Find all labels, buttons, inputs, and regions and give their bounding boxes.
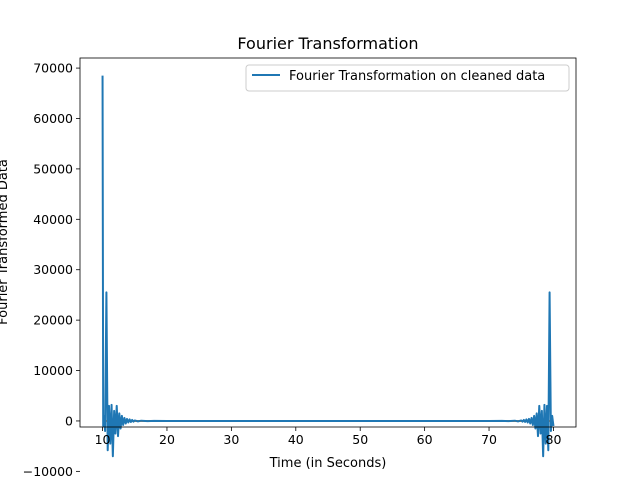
- x-tick-label: 20: [159, 432, 175, 447]
- y-tick-label: 0: [65, 413, 73, 428]
- y-axis: −10000 0 10000 20000 30000 40000 50000 60000 700…: [23, 61, 80, 479]
- x-tick-label: 80: [546, 432, 562, 447]
- x-tick-label: 60: [417, 432, 433, 447]
- series-line-0: [101, 75, 555, 458]
- y-axis-label: Fourier Transformed Data: [0, 159, 11, 325]
- y-tick-label: 40000: [33, 212, 73, 227]
- y-tick-label: 60000: [33, 111, 73, 126]
- x-tick-label: 10: [95, 432, 111, 447]
- y-tick-label: 10000: [33, 363, 73, 378]
- y-tick-label: 70000: [33, 61, 73, 76]
- plot-frame: [79, 57, 577, 428]
- x-axis: 10 20 30 40 50 60 70 80: [95, 427, 562, 447]
- chart-title: Fourier Transformation: [237, 34, 418, 53]
- x-tick-label: 70: [481, 432, 497, 447]
- y-tick-label: −10000: [23, 464, 73, 479]
- x-tick-label: 50: [352, 432, 368, 447]
- x-tick-label: 40: [288, 432, 304, 447]
- plot-background: [80, 58, 576, 427]
- legend-label: Fourier Transformation on cleaned data: [289, 69, 545, 84]
- x-tick-label: 30: [223, 432, 239, 447]
- y-tick-label: 20000: [33, 313, 73, 328]
- y-tick-label: 50000: [33, 161, 73, 176]
- legend-box: [245, 64, 570, 92]
- blue-series-layer: [101, 75, 555, 458]
- x-axis-label: Time (in Seconds): [269, 456, 387, 471]
- y-tick-label: 30000: [33, 262, 73, 277]
- legend: Fourier Transformation on cleaned data: [245, 64, 570, 92]
